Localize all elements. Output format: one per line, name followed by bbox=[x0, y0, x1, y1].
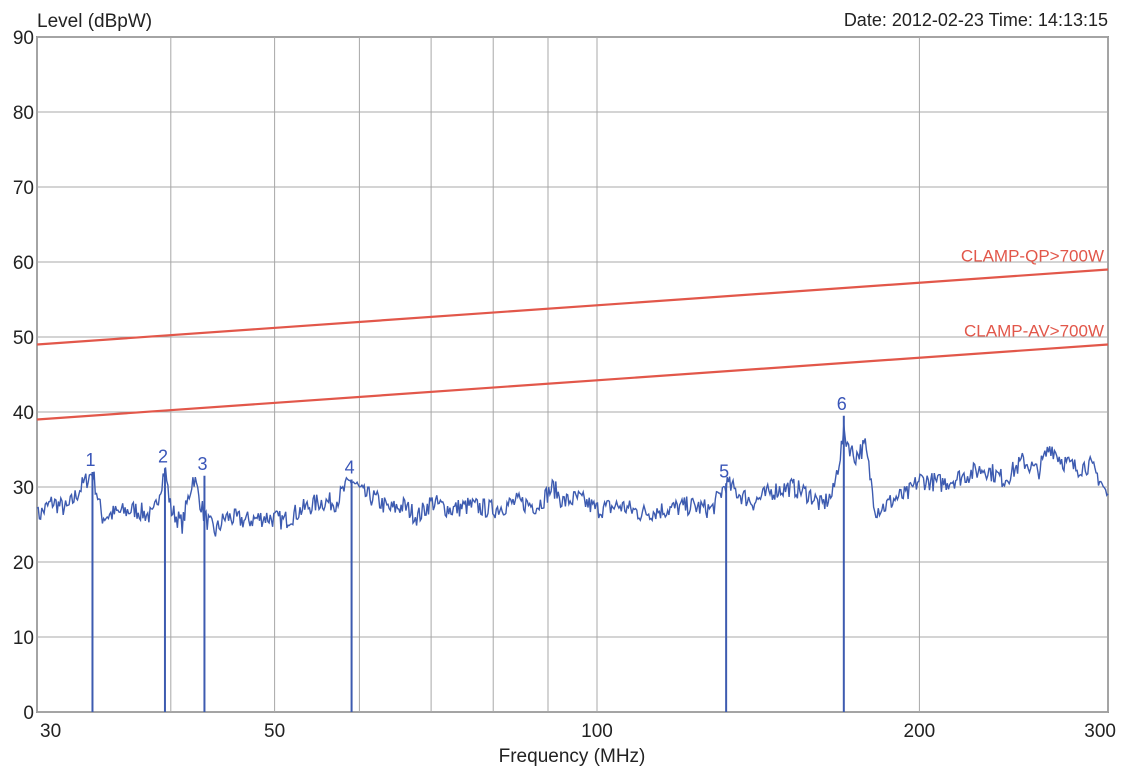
y-tick-label: 60 bbox=[13, 253, 34, 274]
limit-line bbox=[36, 343, 1109, 421]
y-tick-label: 0 bbox=[23, 703, 34, 724]
y-tick-label: 90 bbox=[13, 28, 34, 49]
date-time-stamp: Date: 2012-02-23 Time: 14:13:15 bbox=[844, 10, 1108, 30]
marker-label: 1 bbox=[85, 450, 95, 470]
y-tick-label: 30 bbox=[13, 478, 34, 499]
limit-line-label: CLAMP-QP>700W bbox=[961, 247, 1104, 266]
x-tick-label: 30 bbox=[40, 721, 61, 742]
x-tick-label: 200 bbox=[904, 721, 936, 742]
y-tick-label: 40 bbox=[13, 403, 34, 424]
limit-line bbox=[36, 268, 1109, 346]
grid-lines bbox=[36, 36, 1109, 713]
y-tick-label: 80 bbox=[13, 103, 34, 124]
y-tick-label: 50 bbox=[13, 328, 34, 349]
marker-label: 4 bbox=[345, 458, 355, 478]
marker-label: 5 bbox=[719, 461, 729, 481]
measurement-trace bbox=[36, 424, 1109, 537]
trace-line bbox=[36, 424, 1109, 537]
plot-area bbox=[36, 36, 1109, 713]
x-tick-label: 300 bbox=[1084, 721, 1116, 742]
marker-label: 2 bbox=[158, 446, 168, 466]
y-tick-label: 20 bbox=[13, 553, 34, 574]
y-axis-label: Level (dBpW) bbox=[37, 11, 152, 32]
y-tick-label: 70 bbox=[13, 178, 34, 199]
x-axis-label: Frequency (MHz) bbox=[499, 746, 646, 767]
x-tick-label: 100 bbox=[581, 721, 613, 742]
y-tick-label: 10 bbox=[13, 628, 34, 649]
marker-label: 3 bbox=[197, 454, 207, 474]
marker-label: 6 bbox=[837, 394, 847, 414]
limit-line-label: CLAMP-AV>700W bbox=[964, 322, 1104, 341]
x-tick-label: 50 bbox=[264, 721, 285, 742]
limit-lines: CLAMP-QP>700W CLAMP-AV>700W bbox=[36, 247, 1109, 421]
peak-markers: 1 2 3 4 5 6 bbox=[85, 394, 847, 712]
axis-tick-labels: 0 10 20 30 40 50 60 70 80 90 30 50 100 200 300 bbox=[13, 28, 1116, 742]
